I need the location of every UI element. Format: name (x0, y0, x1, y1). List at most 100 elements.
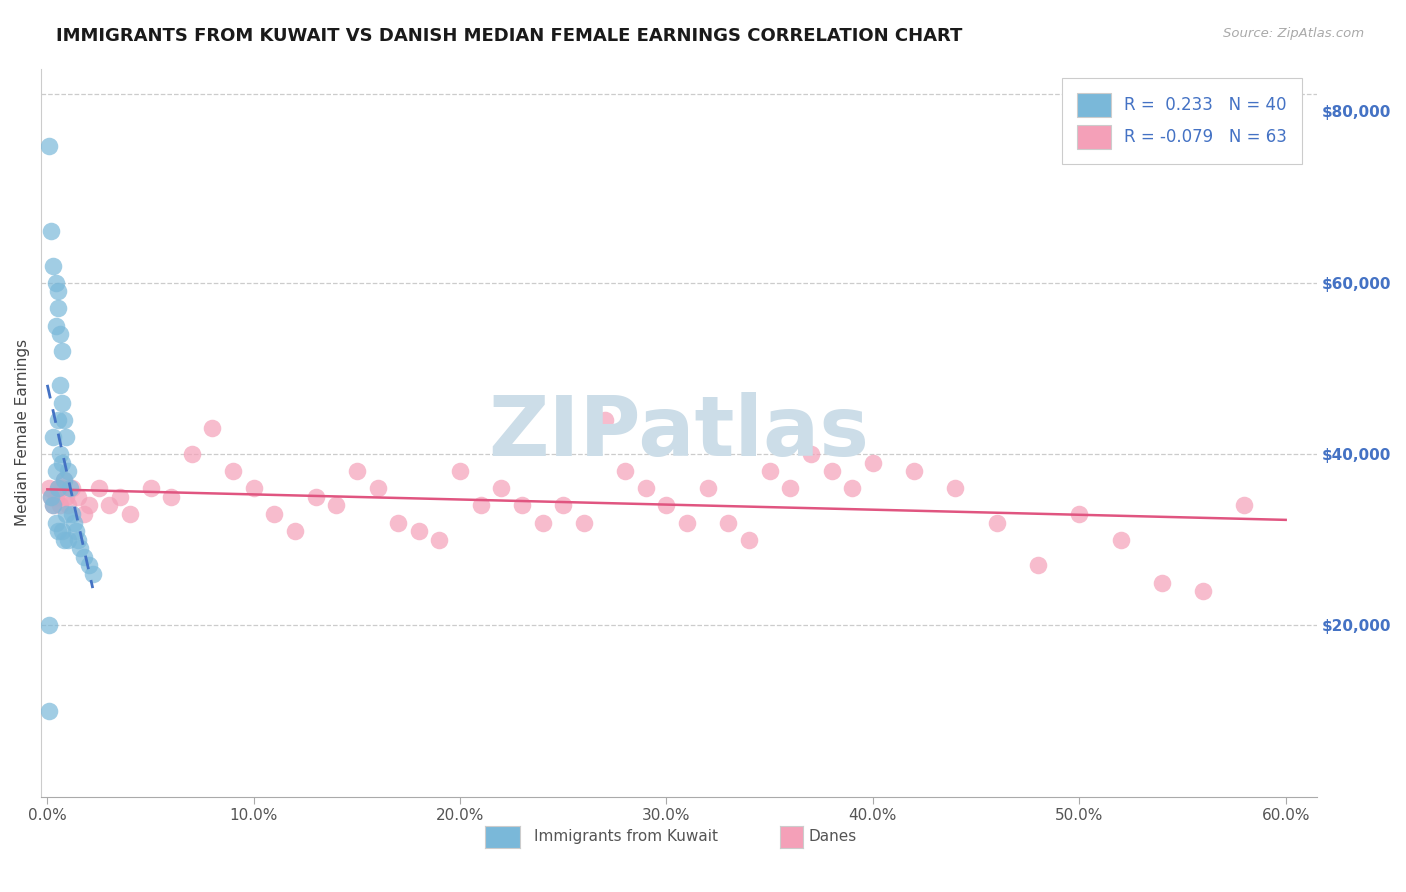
Point (60, 507, 83, 521)
Point (48, 327, 70, 342)
Point (38, 138, 60, 153)
Point (108, 490, 131, 504)
Point (38, 618, 60, 632)
Point (87, 481, 110, 495)
Point (73, 549, 96, 564)
Point (160, 490, 183, 504)
Point (820, 464, 842, 478)
Point (201, 421, 224, 435)
Point (634, 481, 657, 495)
Point (387, 516, 409, 530)
Point (45, 276, 67, 290)
Point (51, 456, 73, 470)
Point (676, 516, 699, 530)
Point (56, 464, 79, 478)
Point (56, 499, 79, 513)
Point (41, 490, 63, 504)
Point (800, 447, 823, 461)
Point (1109, 533, 1132, 547)
Text: Source: ZipAtlas.com: Source: ZipAtlas.com (1223, 27, 1364, 40)
Point (98, 499, 121, 513)
Point (51, 395, 73, 409)
Point (52, 473, 75, 487)
Point (46, 481, 69, 495)
Point (56, 533, 79, 547)
Point (758, 464, 780, 478)
Text: Immigrants from Kuwait: Immigrants from Kuwait (534, 830, 718, 845)
Point (48, 447, 70, 461)
Legend: R =  0.233   N = 40, R = -0.079   N = 63: R = 0.233 N = 40, R = -0.079 N = 63 (1063, 78, 1302, 164)
Point (45, 516, 67, 530)
Point (59, 481, 82, 495)
Point (55, 430, 77, 444)
Point (45, 464, 67, 478)
Point (65, 524, 87, 538)
Point (862, 456, 884, 470)
Point (51, 344, 73, 359)
Point (46, 301, 69, 316)
Point (1192, 584, 1215, 599)
Text: Danes: Danes (808, 830, 856, 845)
Point (139, 481, 162, 495)
Point (46, 413, 69, 427)
Point (284, 524, 307, 538)
Point (46, 481, 69, 495)
Point (986, 516, 1008, 530)
Point (55, 507, 77, 521)
Point (1233, 499, 1256, 513)
Point (593, 413, 616, 427)
Point (52, 413, 75, 427)
Point (77, 499, 100, 513)
Point (491, 481, 513, 495)
Point (67, 490, 90, 504)
Point (841, 481, 863, 495)
Point (77, 558, 100, 573)
Point (42, 499, 65, 513)
Point (779, 481, 801, 495)
Point (614, 464, 637, 478)
Point (42, 430, 65, 444)
Point (46, 524, 69, 538)
Point (242, 481, 264, 495)
Point (408, 524, 430, 538)
Point (553, 499, 575, 513)
Point (346, 464, 368, 478)
Point (67, 533, 90, 547)
Y-axis label: Median Female Earnings: Median Female Earnings (15, 339, 30, 526)
Point (429, 533, 451, 547)
Point (945, 481, 967, 495)
Point (73, 507, 96, 521)
Point (46, 285, 69, 299)
Point (38, 481, 60, 495)
Point (55, 490, 77, 504)
Text: ZIPatlas: ZIPatlas (488, 392, 869, 473)
Point (325, 499, 347, 513)
Point (45, 490, 67, 504)
Point (449, 464, 471, 478)
Point (903, 464, 925, 478)
Point (45, 318, 67, 333)
Point (1150, 575, 1173, 590)
Point (180, 447, 202, 461)
Point (263, 507, 285, 521)
Point (63, 516, 86, 530)
Point (118, 507, 141, 521)
Point (470, 499, 492, 513)
Point (738, 533, 761, 547)
Point (41, 490, 63, 504)
Point (42, 259, 65, 273)
Point (51, 481, 73, 495)
Point (222, 464, 245, 478)
Point (696, 481, 718, 495)
Point (51, 524, 73, 538)
Point (82, 566, 104, 581)
Point (42, 499, 65, 513)
Point (41, 224, 63, 238)
Point (655, 499, 678, 513)
Point (1026, 558, 1049, 573)
Point (367, 481, 389, 495)
Point (52, 533, 75, 547)
Point (38, 704, 60, 718)
Point (69, 541, 91, 556)
Text: IMMIGRANTS FROM KUWAIT VS DANISH MEDIAN FEMALE EARNINGS CORRELATION CHART: IMMIGRANTS FROM KUWAIT VS DANISH MEDIAN … (56, 27, 963, 45)
